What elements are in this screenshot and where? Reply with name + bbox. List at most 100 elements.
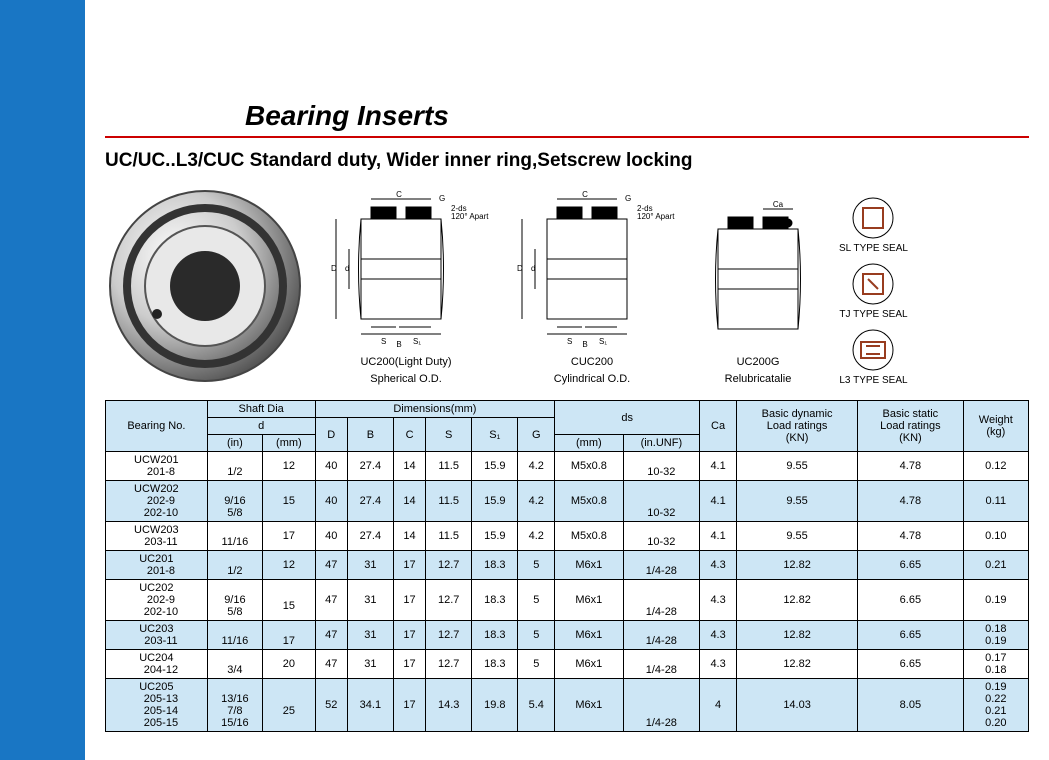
cell-stat: 4.78 bbox=[858, 481, 963, 522]
seal-sl-label: SL TYPE SEAL bbox=[839, 243, 908, 254]
th-stat: Basic static Load ratings (KN) bbox=[858, 401, 963, 452]
cell-G: 5 bbox=[518, 551, 555, 580]
cell-ds_mm: M6x1 bbox=[555, 679, 623, 732]
cell-ds_unf: 10-32 bbox=[623, 522, 700, 551]
cell-S1: 15.9 bbox=[472, 522, 518, 551]
cell-ds_mm: M6x1 bbox=[555, 650, 623, 679]
th-ds-unf: (in.UNF) bbox=[623, 435, 700, 452]
cell-stat: 8.05 bbox=[858, 679, 963, 732]
cell-Ca: 4 bbox=[700, 679, 737, 732]
svg-text:S: S bbox=[381, 337, 386, 346]
table-row: UC203 203-11 11/16 1747311712.718.35M6x1… bbox=[106, 621, 1029, 650]
cell-stat: 4.78 bbox=[858, 522, 963, 551]
cell-dyn: 9.55 bbox=[737, 481, 858, 522]
cell-wt: 0.19 0.22 0.21 0.20 bbox=[963, 679, 1028, 732]
cell-S: 11.5 bbox=[426, 481, 472, 522]
svg-text:G: G bbox=[625, 194, 631, 203]
cell-S1: 18.3 bbox=[472, 580, 518, 621]
th-mm: (mm) bbox=[263, 435, 316, 452]
cell-wt: 0.12 bbox=[963, 452, 1028, 481]
cell-B: 27.4 bbox=[347, 481, 393, 522]
cell-G: 4.2 bbox=[518, 522, 555, 551]
cell-B: 31 bbox=[347, 580, 393, 621]
cell-ds_unf: 10-32 bbox=[623, 452, 700, 481]
spec-table: Bearing No. Shaft Dia Dimensions(mm) ds … bbox=[105, 400, 1029, 732]
diagram-cuc200: C G 2-ds 120° Apart D d S S₁ B CUC200 Cy… bbox=[507, 189, 677, 386]
th-B: B bbox=[347, 418, 393, 452]
svg-text:B: B bbox=[582, 340, 587, 349]
cell-Ca: 4.3 bbox=[700, 580, 737, 621]
table-row: UC202 202-9 202-10 9/16 5/8 1547311712.7… bbox=[106, 580, 1029, 621]
svg-text:B: B bbox=[396, 340, 401, 349]
cell-bn: UC203 203-11 bbox=[106, 621, 208, 650]
cell-bn: UCW202 202-9 202-10 bbox=[106, 481, 208, 522]
svg-text:Ca: Ca bbox=[773, 200, 784, 209]
cell-ds_unf: 10-32 bbox=[623, 481, 700, 522]
cell-C: 17 bbox=[393, 650, 425, 679]
cell-G: 5 bbox=[518, 650, 555, 679]
cell-S1: 19.8 bbox=[472, 679, 518, 732]
cell-dyn: 12.82 bbox=[737, 551, 858, 580]
cell-S: 14.3 bbox=[426, 679, 472, 732]
cell-ds_mm: M6x1 bbox=[555, 580, 623, 621]
table-row: UCW202 202-9 202-10 9/16 5/8154027.41411… bbox=[106, 481, 1029, 522]
cell-ds_mm: M6x1 bbox=[555, 551, 623, 580]
cell-dyn: 12.82 bbox=[737, 621, 858, 650]
th-dyn: Basic dynamic Load ratings (KN) bbox=[737, 401, 858, 452]
diagram-row: C G 2-ds 120° Apart D d S S₁ B UC200(Lig… bbox=[105, 186, 1029, 386]
svg-text:C: C bbox=[396, 190, 402, 199]
cell-C: 17 bbox=[393, 679, 425, 732]
title-rule bbox=[105, 136, 1029, 138]
th-C: C bbox=[393, 418, 425, 452]
cell-bn: UC202 202-9 202-10 bbox=[106, 580, 208, 621]
diagram-uc200g: Ca UC200G Relubricatalie bbox=[693, 199, 823, 386]
table-row: UC201 201-8 1/21247311712.718.35M6x1 1/4… bbox=[106, 551, 1029, 580]
cell-D: 47 bbox=[315, 580, 347, 621]
cell-B: 27.4 bbox=[347, 452, 393, 481]
th-wt: Weight (kg) bbox=[963, 401, 1028, 452]
cell-G: 5 bbox=[518, 580, 555, 621]
cell-C: 17 bbox=[393, 621, 425, 650]
cell-ds_mm: M5x0.8 bbox=[555, 481, 623, 522]
cell-S: 11.5 bbox=[426, 452, 472, 481]
page-title: Bearing Inserts bbox=[105, 100, 1029, 132]
cell-ds_unf: 1/4-28 bbox=[623, 650, 700, 679]
content: Bearing Inserts UC/UC..L3/CUC Standard d… bbox=[85, 0, 1049, 760]
cell-in: 11/16 bbox=[207, 621, 262, 650]
cell-in: 3/4 bbox=[207, 650, 262, 679]
cell-dyn: 12.82 bbox=[737, 650, 858, 679]
cell-B: 31 bbox=[347, 650, 393, 679]
th-d: d bbox=[207, 418, 315, 435]
diagram-uc200-caption2: Spherical O.D. bbox=[321, 373, 491, 386]
page: Bearing Inserts UC/UC..L3/CUC Standard d… bbox=[0, 0, 1049, 760]
cell-dyn: 12.82 bbox=[737, 580, 858, 621]
cell-mm: 15 bbox=[263, 580, 316, 621]
th-ds-mm: (mm) bbox=[555, 435, 623, 452]
svg-text:S: S bbox=[567, 337, 572, 346]
seal-l3-label: L3 TYPE SEAL bbox=[839, 375, 907, 386]
table-row: UCW203 203-11 11/16174027.41411.515.94.2… bbox=[106, 522, 1029, 551]
cell-stat: 6.65 bbox=[858, 580, 963, 621]
cell-C: 14 bbox=[393, 522, 425, 551]
cell-S: 12.7 bbox=[426, 621, 472, 650]
cell-Ca: 4.1 bbox=[700, 452, 737, 481]
cell-wt: 0.11 bbox=[963, 481, 1028, 522]
cell-G: 4.2 bbox=[518, 481, 555, 522]
svg-text:120° Apart: 120° Apart bbox=[637, 212, 675, 221]
th-dimensions: Dimensions(mm) bbox=[315, 401, 555, 418]
page-subtitle: UC/UC..L3/CUC Standard duty, Wider inner… bbox=[105, 150, 1029, 172]
cell-S: 12.7 bbox=[426, 580, 472, 621]
diagram-uc200g-caption2: Relubricatalie bbox=[693, 373, 823, 386]
svg-text:S₁: S₁ bbox=[413, 337, 421, 346]
cell-Ca: 4.3 bbox=[700, 551, 737, 580]
seal-column: SL TYPE SEAL TJ TYPE SEAL L3 TYPE SEAL bbox=[839, 196, 908, 386]
cell-mm: 12 bbox=[263, 452, 316, 481]
blue-sidebar bbox=[0, 0, 85, 760]
cell-S: 12.7 bbox=[426, 650, 472, 679]
seal-l3-icon bbox=[846, 328, 901, 373]
cell-wt: 0.21 bbox=[963, 551, 1028, 580]
cell-D: 47 bbox=[315, 621, 347, 650]
th-S1: S₁ bbox=[472, 418, 518, 452]
cell-D: 47 bbox=[315, 650, 347, 679]
cell-mm: 20 bbox=[263, 650, 316, 679]
